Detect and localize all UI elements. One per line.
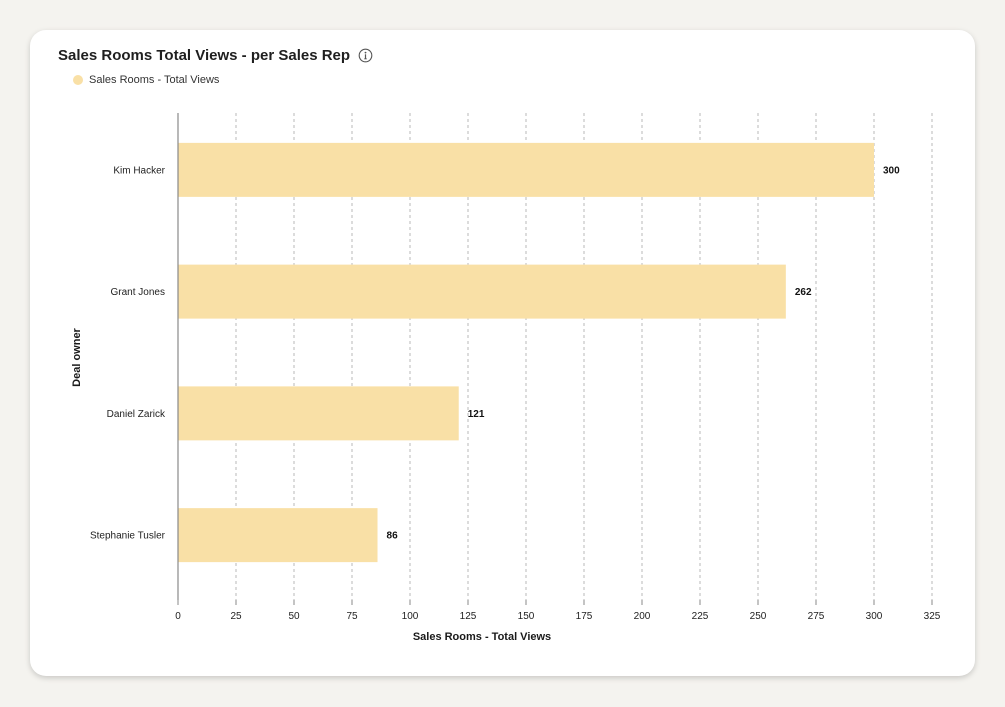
x-tick-label: 125 <box>460 611 477 622</box>
y-tick-label: Grant Jones <box>111 287 165 298</box>
data-label: 300 <box>883 165 900 176</box>
title-row: Sales Rooms Total Views - per Sales Rep <box>58 47 373 64</box>
legend-label: Sales Rooms - Total Views <box>89 74 220 86</box>
x-tick-label: 25 <box>230 611 242 622</box>
y-tick-label: Stephanie Tusler <box>90 531 166 542</box>
data-label: 262 <box>795 287 812 298</box>
chart-card: Sales Rooms Total Views - per Sales Rep … <box>30 30 975 676</box>
x-tick-label: 225 <box>692 611 709 622</box>
bar[interactable] <box>178 264 786 319</box>
axes: 0 25 50 75 100 125 150 175 200 225 250 275 300 325 Kim… <box>90 113 941 622</box>
x-tick-label: 150 <box>518 611 535 622</box>
info-icon[interactable] <box>358 48 373 63</box>
data-label: 121 <box>468 409 485 420</box>
data-label: 86 <box>387 531 399 542</box>
x-tick-label: 300 <box>866 611 883 622</box>
y-axis-title: Deal owner <box>71 327 83 386</box>
y-tick-label: Kim Hacker <box>113 165 165 176</box>
x-tick-label: 275 <box>808 611 825 622</box>
x-tick-label: 200 <box>634 611 651 622</box>
chart-title: Sales Rooms Total Views - per Sales Rep <box>58 47 351 64</box>
x-tick-label: 100 <box>402 611 419 622</box>
legend: Sales Rooms - Total Views <box>73 74 219 86</box>
y-tick-label: Daniel Zarick <box>107 409 166 420</box>
bar[interactable] <box>178 508 378 563</box>
bars: 300 262 121 86 <box>178 142 900 563</box>
x-tick-label: 50 <box>288 611 300 622</box>
bar-chart: 300 262 121 86 0 25 50 75 100 125 150 175 200 225 250… <box>71 113 941 643</box>
x-tick-label: 75 <box>346 611 358 622</box>
bar[interactable] <box>178 386 459 441</box>
x-tick-label: 175 <box>576 611 593 622</box>
x-tick-label: 0 <box>175 611 181 622</box>
x-tick-label: 325 <box>924 611 941 622</box>
x-tick-label: 250 <box>750 611 767 622</box>
bar[interactable] <box>178 142 874 197</box>
legend-swatch <box>73 75 83 85</box>
x-axis-title: Sales Rooms - Total Views <box>413 631 551 643</box>
